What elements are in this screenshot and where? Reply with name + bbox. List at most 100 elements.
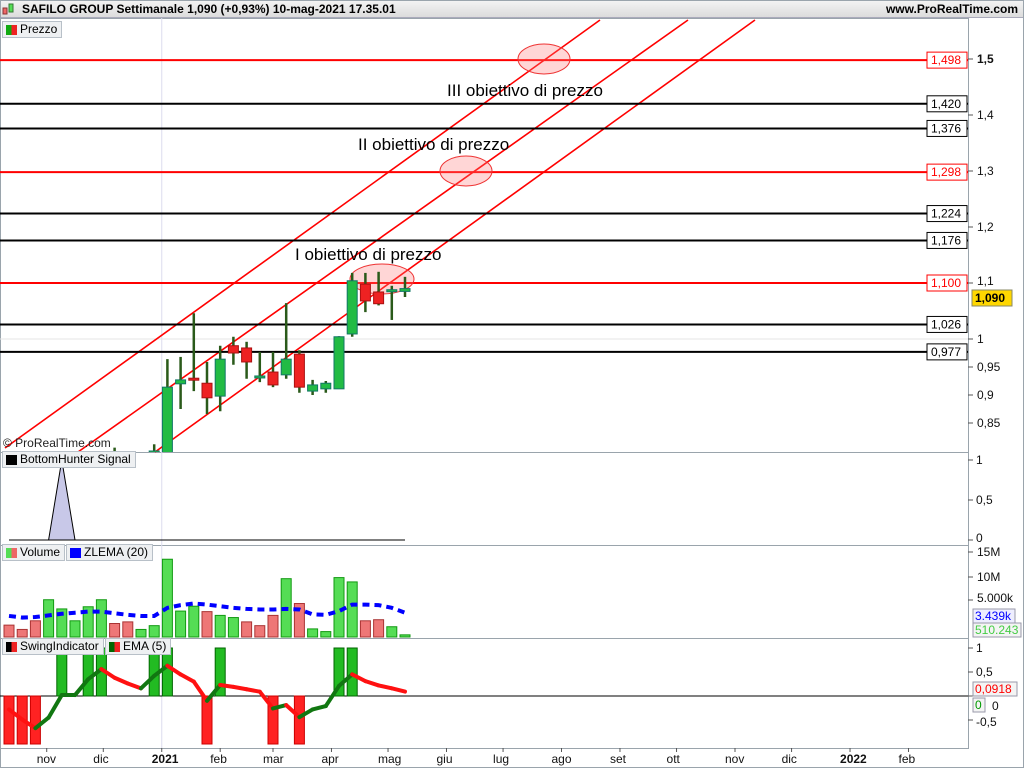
ema-segment [112, 675, 130, 686]
time-tick-label: feb [210, 752, 227, 766]
legend-bottomhunter[interactable]: BottomHunter Signal [2, 451, 136, 468]
time-tick-label: 2022 [840, 752, 867, 766]
legend-swing-label: SwingIndicator [20, 639, 99, 653]
volume-bar [95, 599, 107, 638]
price-level-label: 1,420 [931, 97, 961, 111]
ema-segment [350, 672, 368, 684]
price-tick-label: 1 [977, 332, 984, 346]
swing-bar [82, 647, 94, 697]
candle-body [293, 353, 305, 388]
volume-bar [201, 611, 213, 638]
legend-ema[interactable]: EMA (5) [105, 638, 172, 655]
swing-value-box [972, 697, 986, 713]
swing-tick-label: 0 [992, 699, 999, 713]
ema-segment [284, 703, 302, 720]
volume-bar [3, 624, 15, 638]
swing-bar [56, 647, 68, 697]
price-level-box [926, 119, 968, 137]
ema-segment [191, 679, 209, 703]
candle-body [148, 450, 160, 452]
legend-zlema[interactable]: ZLEMA (20) [66, 544, 154, 561]
time-tick-label: mag [378, 752, 401, 766]
price-level-label: 1,176 [931, 233, 961, 247]
candle-body [214, 358, 226, 397]
ema-segment [376, 683, 394, 691]
volume-swatch-icon [6, 547, 17, 558]
title-bar: SAFILO GROUP Settimanale 1,090 (+0,93%) … [0, 0, 1024, 18]
bottomhunter-swatch-icon [6, 454, 17, 465]
site-link[interactable]: www.ProRealTime.com [885, 2, 1018, 16]
volume-bar [56, 608, 68, 638]
candle-body [227, 345, 239, 354]
price-level-box [926, 95, 968, 113]
ema-swatch-icon [109, 641, 120, 652]
bh-tick-label: 0,5 [976, 493, 993, 507]
ema-segment [297, 707, 315, 720]
volume-bar [359, 620, 371, 638]
trend-channel-line [154, 19, 756, 453]
price-tick-label: 1,2 [977, 220, 994, 234]
ema-segment [139, 673, 157, 691]
volume-bar [373, 619, 385, 638]
candlestick-app-icon [2, 3, 14, 15]
ema-segment [218, 682, 236, 689]
volume-bar [214, 614, 226, 638]
price-tick-label: 1,1 [977, 274, 994, 288]
volume-bar [227, 617, 239, 638]
price-level-label: 1,100 [931, 276, 961, 290]
candle-body [373, 291, 385, 305]
ema-segment [231, 684, 249, 692]
ema-value: 0,0918 [975, 682, 1012, 696]
price-level-label: 0,977 [931, 345, 961, 359]
volume-value-box [972, 622, 1022, 638]
swing-bar [201, 695, 213, 745]
swing-swatch-icon [6, 641, 17, 652]
zlema-value: 3.439k [975, 609, 1012, 623]
volume-bar [386, 626, 398, 638]
candle-body [241, 347, 253, 363]
time-tick-label: dic [93, 752, 108, 766]
candle-body [254, 375, 266, 379]
price-level-box [926, 205, 968, 223]
time-tick-label: giu [436, 752, 452, 766]
swing-tick-label: 0,5 [976, 665, 993, 679]
volume-bar [188, 605, 200, 638]
ema-segment [20, 717, 38, 731]
volume-bar [16, 628, 28, 638]
price-tick-label: 0,9 [977, 388, 994, 402]
price-level-label: 1,224 [931, 207, 961, 221]
volume-bar [307, 628, 319, 638]
panel-frame-1 [0, 452, 969, 546]
volume-bar [43, 599, 55, 638]
zlema-swatch-icon [70, 547, 81, 558]
candle-body [267, 371, 279, 386]
price-level-box [926, 343, 968, 361]
last-price-label: 1,090 [975, 291, 1005, 305]
legend-volume[interactable]: Volume [2, 544, 66, 561]
legend-price[interactable]: Prezzo [2, 21, 63, 38]
ema-segment [310, 704, 328, 712]
ema-segment [389, 686, 407, 694]
swing-bar [267, 695, 279, 745]
ema-segment [152, 663, 170, 678]
vol-tick-label: 15M [977, 545, 1000, 559]
swing-bar [214, 647, 226, 697]
volume-bar [82, 606, 94, 638]
bh-tick-label: 0 [976, 531, 983, 545]
swing-bar [161, 647, 173, 697]
ema-segment [244, 687, 262, 694]
volume-bar [175, 610, 187, 638]
price-level-box [926, 274, 968, 292]
ema-segment [125, 681, 143, 691]
legend-swing[interactable]: SwingIndicator [2, 638, 104, 655]
time-tick-label: nov [37, 752, 56, 766]
legend-zlema-label: ZLEMA (20) [84, 545, 149, 559]
price-swatch-icon [6, 24, 17, 35]
ema-segment [33, 715, 51, 731]
volume-bar [267, 614, 279, 638]
legend-ema-label: EMA (5) [123, 639, 167, 653]
price-tick-label: 0,85 [977, 416, 1001, 430]
ema-segment [205, 682, 223, 703]
price-level-label: 1,376 [931, 121, 961, 135]
